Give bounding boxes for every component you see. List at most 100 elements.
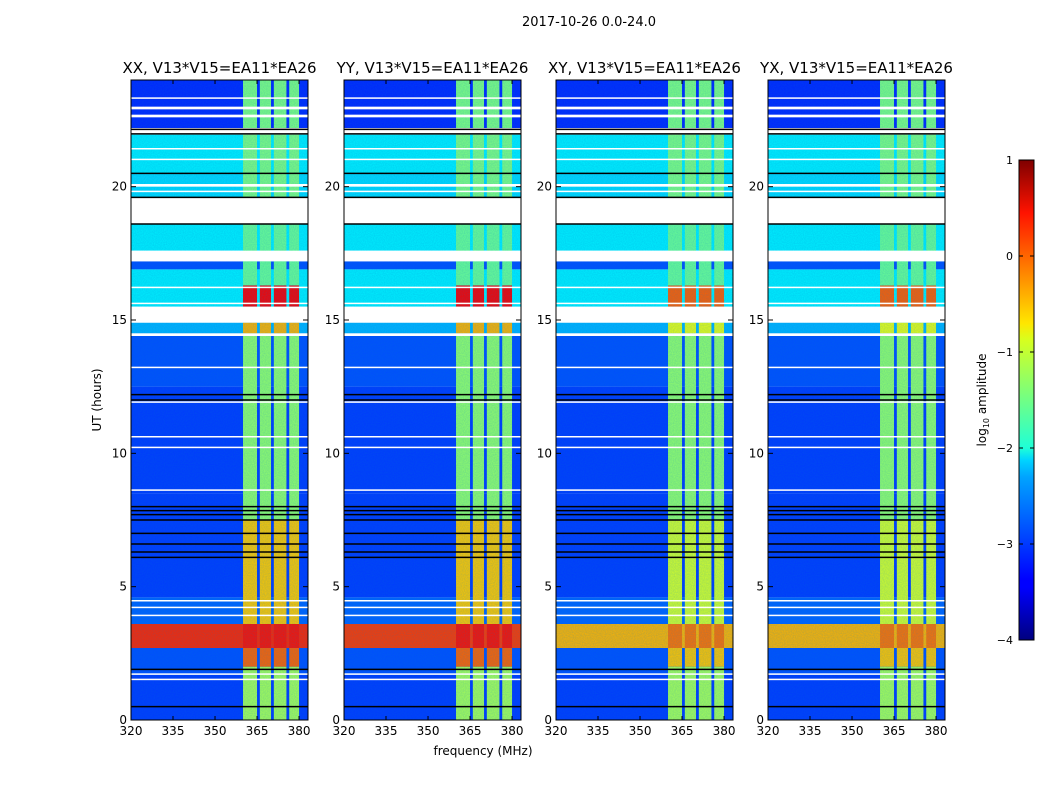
panel-xx: XX, V13*V15=EA11*EA26 320 335 350 365 380 0 5 10… <box>112 59 317 738</box>
axes-frame <box>343 79 522 721</box>
y-axis-label: UT (hours) <box>90 368 104 431</box>
flagged-row <box>131 673 308 675</box>
panel-title: YX, V13*V15=EA11*EA26 <box>759 59 953 77</box>
y-tick-label: 0 <box>544 713 552 727</box>
flagged-row <box>768 614 945 617</box>
flagged-row <box>768 106 945 110</box>
x-tick-label: 335 <box>587 724 610 738</box>
x-tick-label: 350 <box>629 724 652 738</box>
flagged-row <box>556 678 733 681</box>
flagged-row <box>131 250 308 262</box>
flagged-row <box>556 333 733 336</box>
flagged-row <box>768 148 945 150</box>
flagged-row <box>131 184 308 187</box>
flagged-row <box>556 366 733 369</box>
flagged-row <box>344 606 521 609</box>
flagged-row <box>131 333 308 336</box>
flagged-row <box>768 250 945 262</box>
flagged-row <box>556 446 733 449</box>
flagged-row <box>131 97 308 99</box>
flagged-row <box>556 184 733 187</box>
colorbar-label: log10 amplitude <box>975 354 991 447</box>
panel-yy: YY, V13*V15=EA11*EA26 320 335 350 365 380 0 5 10… <box>325 59 529 738</box>
axes-frame <box>767 79 946 721</box>
flagged-row <box>344 333 521 336</box>
flagged-row <box>768 333 945 336</box>
flagged-row <box>131 190 308 193</box>
axes-frame <box>555 79 734 721</box>
x-tick-label: 350 <box>841 724 864 738</box>
flagged-row <box>556 436 733 438</box>
flagged-row <box>768 366 945 369</box>
flagged-row <box>768 158 945 161</box>
flagged-row <box>556 250 733 262</box>
flagged-row <box>344 114 521 118</box>
flagged-row <box>556 306 733 323</box>
flagged-row <box>344 97 521 99</box>
flagged-row <box>344 302 521 305</box>
figure-suptitle: 2017-10-26 0.0-24.0 <box>522 15 656 30</box>
y-tick-label: 10 <box>749 446 764 460</box>
flagged-row <box>344 184 521 187</box>
colorbar-tick-label: −1 <box>997 346 1013 359</box>
colorbar-tick-label: 1 <box>1006 154 1013 167</box>
x-axis-label: frequency (MHz) <box>433 744 532 758</box>
x-tick-label: 380 <box>288 724 311 738</box>
flagged-row <box>131 614 308 617</box>
colorbar-tick-label: −2 <box>997 442 1013 455</box>
flagged-row <box>556 97 733 99</box>
flagged-row <box>556 401 733 403</box>
flagged-row <box>344 678 521 681</box>
flagged-row <box>556 606 733 609</box>
flagged-row <box>344 286 521 289</box>
y-tick-label: 10 <box>537 446 552 460</box>
flagged-row <box>344 148 521 150</box>
flagged-row <box>344 197 521 224</box>
flagged-row <box>768 606 945 609</box>
colorbar-gradient <box>1018 159 1035 641</box>
flagged-row <box>768 302 945 305</box>
flagged-row <box>131 401 308 403</box>
x-tick-label: 380 <box>713 724 736 738</box>
flagged-row <box>768 286 945 289</box>
flagged-row <box>131 306 308 323</box>
flagged-row <box>768 190 945 193</box>
flagged-row <box>344 436 521 438</box>
colorbar-tick-label: −3 <box>997 538 1013 551</box>
flagged-row <box>556 614 733 617</box>
panel-title: YY, V13*V15=EA11*EA26 <box>336 59 529 77</box>
flagged-row <box>556 190 733 193</box>
flagged-row <box>131 128 308 135</box>
y-tick-label: 5 <box>119 580 127 594</box>
x-tick-label: 320 <box>545 724 568 738</box>
flagged-row <box>131 158 308 161</box>
flagged-row <box>131 436 308 438</box>
panel-yx: YX, V13*V15=EA11*EA26 320 335 350 365 380 0 5 10… <box>749 59 953 738</box>
x-tick-label: 335 <box>375 724 398 738</box>
flagged-row <box>131 114 308 118</box>
flagged-row <box>768 446 945 449</box>
flagged-row <box>768 436 945 438</box>
flagged-row <box>768 128 945 135</box>
flagged-row <box>556 286 733 289</box>
flagged-row <box>768 401 945 403</box>
y-tick-label: 5 <box>544 580 552 594</box>
flagged-row <box>131 489 308 491</box>
x-tick-label: 365 <box>459 724 482 738</box>
y-tick-label: 0 <box>119 713 127 727</box>
x-tick-label: 350 <box>417 724 440 738</box>
y-tick-label: 20 <box>749 180 764 194</box>
flagged-row <box>556 197 733 224</box>
flagged-row <box>344 250 521 262</box>
y-tick-label: 20 <box>325 180 340 194</box>
flagged-row <box>556 673 733 675</box>
colorbar: log10 amplitude 1 0 −1 −2 −3 −4 <box>975 154 1035 647</box>
flagged-row <box>344 489 521 491</box>
x-tick-label: 365 <box>883 724 906 738</box>
flagged-row <box>768 306 945 323</box>
flagged-row <box>556 114 733 118</box>
x-tick-label: 320 <box>757 724 780 738</box>
flagged-row <box>344 366 521 369</box>
colorbar-tick-label: 0 <box>1006 250 1013 263</box>
